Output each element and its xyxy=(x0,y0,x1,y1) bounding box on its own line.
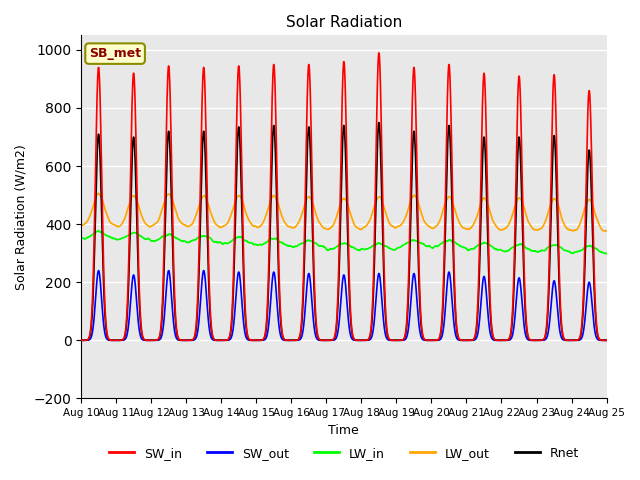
LW_out xyxy=(359,225,367,231)
SW_in xyxy=(603,337,611,343)
SW_out xyxy=(77,337,85,343)
LW_out xyxy=(497,227,504,233)
LW_in xyxy=(497,247,504,252)
SW_in xyxy=(224,337,232,343)
LW_in xyxy=(224,240,232,246)
Rnet xyxy=(375,120,383,125)
Legend: SW_in, SW_out, LW_in, LW_out, Rnet: SW_in, SW_out, LW_in, LW_out, Rnet xyxy=(104,442,584,465)
SW_out xyxy=(603,337,611,343)
LW_in xyxy=(371,242,378,248)
SW_out xyxy=(95,268,102,274)
SW_out xyxy=(497,337,504,343)
SW_out xyxy=(568,337,575,343)
LW_out xyxy=(602,228,609,234)
Title: Solar Radiation: Solar Radiation xyxy=(285,15,402,30)
Rnet xyxy=(572,337,579,343)
SW_out xyxy=(371,316,378,322)
SW_in xyxy=(497,337,504,343)
Rnet xyxy=(557,309,564,314)
LW_out xyxy=(77,223,85,228)
LW_in xyxy=(571,250,579,255)
SW_in xyxy=(375,50,383,56)
LW_in xyxy=(557,244,564,250)
SW_in xyxy=(371,246,378,252)
LW_out xyxy=(603,228,611,234)
LW_in xyxy=(94,228,102,234)
LW_out xyxy=(224,220,232,226)
Y-axis label: Solar Radiation (W/m2): Solar Radiation (W/m2) xyxy=(15,144,28,290)
SW_out xyxy=(359,337,367,343)
SW_out xyxy=(224,337,232,343)
LW_in xyxy=(603,251,611,256)
LW_in xyxy=(77,235,85,241)
Rnet xyxy=(568,337,575,343)
SW_in xyxy=(77,337,85,343)
LW_out xyxy=(371,203,378,208)
Text: SB_met: SB_met xyxy=(89,47,141,60)
LW_out xyxy=(557,210,564,216)
SW_in xyxy=(557,300,564,306)
Rnet xyxy=(497,337,504,343)
Rnet xyxy=(77,337,85,343)
Rnet xyxy=(371,268,378,274)
LW_out xyxy=(571,228,579,233)
SW_in xyxy=(568,337,575,343)
Rnet xyxy=(359,337,367,343)
Line: LW_in: LW_in xyxy=(81,231,607,253)
Line: Rnet: Rnet xyxy=(81,122,607,340)
SW_in xyxy=(359,337,367,343)
SW_in xyxy=(572,337,579,343)
LW_out xyxy=(95,190,102,196)
Rnet xyxy=(224,337,232,343)
LW_in xyxy=(359,246,367,252)
SW_out xyxy=(557,331,564,336)
Line: SW_in: SW_in xyxy=(81,53,607,340)
SW_out xyxy=(572,337,579,343)
Line: SW_out: SW_out xyxy=(81,271,607,340)
Rnet xyxy=(603,337,611,343)
X-axis label: Time: Time xyxy=(328,424,359,437)
Line: LW_out: LW_out xyxy=(81,193,607,231)
